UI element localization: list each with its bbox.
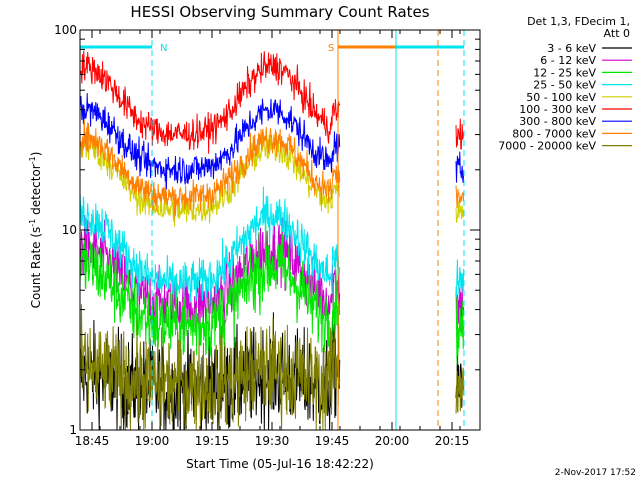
x-tick-label-0: 18:45 — [75, 434, 110, 448]
series-line-8-1 — [455, 367, 465, 414]
legend-label-6: 300 - 800 keV — [519, 115, 596, 128]
flag-label-1: S — [328, 43, 334, 54]
axis-ticks: 18:45 19:00 19:15 19:30 19:45 20:00 20:15 1 10 10… — [54, 23, 481, 448]
timestamp: 2-Nov-2017 17:52 — [555, 468, 636, 478]
legend-label-8: 7000 - 20000 keV — [498, 140, 596, 153]
x-tick-label-6: 20:15 — [435, 434, 470, 448]
y-axis-label-sup: -1 — [28, 219, 37, 227]
series-line-5-0 — [79, 50, 341, 154]
y-axis-label-main: Count Rate (s — [29, 227, 43, 309]
legend-label-4: 50 - 100 keV — [526, 91, 596, 104]
series-line-8-0 — [79, 304, 341, 431]
legend-label-0: 3 - 6 keV — [547, 42, 596, 55]
x-tick-label-5: 20:00 — [375, 434, 410, 448]
series-line-5-1 — [455, 118, 465, 150]
legend-label-7: 800 - 7000 keV — [512, 127, 596, 140]
legend-header-1: Att 0 — [604, 27, 630, 40]
series-line-6-0 — [79, 93, 341, 190]
legend-label-5: 100 - 300 keV — [519, 103, 596, 116]
y-tick-label-2: 100 — [54, 23, 77, 37]
series-line-2-1 — [455, 290, 465, 365]
legend-label-1: 6 - 12 keV — [540, 54, 596, 67]
y-tick-label-1: 10 — [62, 223, 77, 237]
series-lines — [79, 50, 465, 431]
series-line-6-1 — [455, 151, 465, 183]
x-tick-label-3: 19:30 — [255, 434, 290, 448]
x-tick-label-4: 19:45 — [315, 434, 350, 448]
x-tick-label-1: 19:00 — [135, 434, 170, 448]
x-axis-label: Start Time (05-Jul-16 18:42:22) — [186, 457, 374, 471]
series-line-4-1 — [455, 199, 465, 223]
y-axis-label: Count Rate (s-1 detector-1) — [28, 152, 43, 309]
series-line-2-0 — [79, 224, 341, 360]
flag-label-0: N — [160, 43, 167, 54]
series-line-3-1 — [455, 259, 465, 298]
y-axis-label-end: ) — [29, 152, 43, 157]
x-tick-label-2: 19:15 — [195, 434, 230, 448]
series-line-7-0 — [79, 119, 341, 219]
series-line-0-0 — [79, 312, 341, 431]
y-axis-label-sup2: -1 — [28, 156, 37, 164]
legend-label-3: 25 - 50 keV — [533, 79, 596, 92]
series-line-3-0 — [79, 186, 341, 306]
chart-title: HESSI Observing Summary Count Rates — [130, 3, 429, 21]
series-line-7-1 — [455, 185, 465, 208]
y-axis-label-tail: detector — [29, 164, 43, 219]
y-tick-label-0: 1 — [69, 423, 77, 437]
legend-label-2: 12 - 25 keV — [533, 66, 596, 79]
legend-header-0: Det 1,3, FDecim 1, — [527, 15, 630, 28]
